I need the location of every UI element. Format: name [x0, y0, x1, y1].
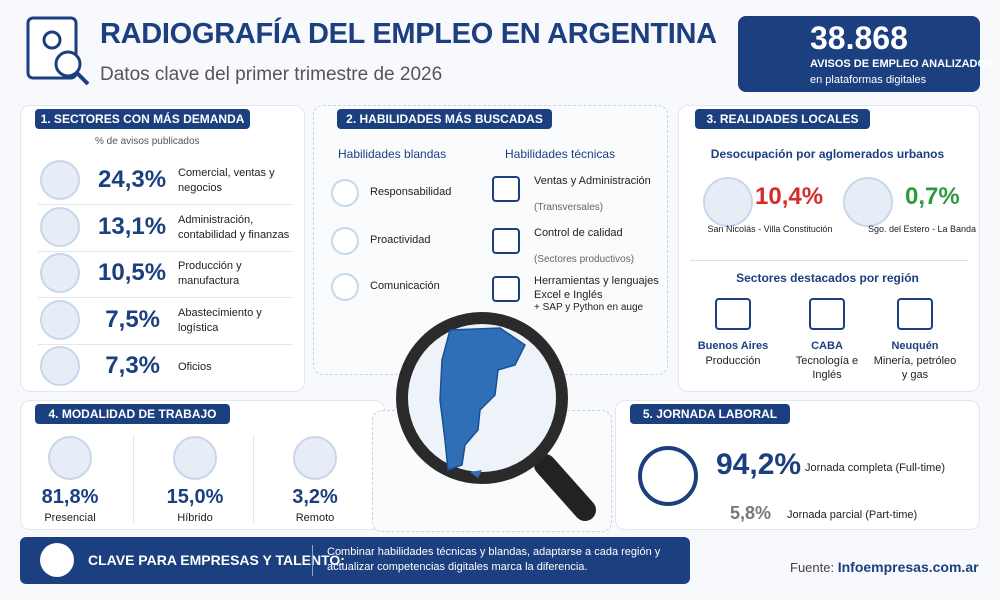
modality-label: Presencial — [44, 512, 96, 524]
schedule-value: 5,8% — [730, 503, 772, 523]
tech-icon — [492, 276, 520, 302]
icon — [40, 253, 80, 293]
schedule-label: Jornada parcial (Part-time) — [787, 509, 918, 521]
soft-skill: Comunicación — [370, 280, 440, 292]
region-name: Buenos Aires — [697, 340, 769, 352]
source-label: Fuente: — [790, 560, 835, 575]
icon — [703, 177, 753, 227]
region-sector: Producción — [705, 355, 761, 367]
title: RADIOGRAFÍA DEL EMPLEO EN ARGENTINA — [100, 18, 717, 50]
tech-skill: Herramientas y lenguajes Excel e Inglés — [534, 275, 659, 301]
note: % de avisos publicados — [95, 136, 200, 147]
sector-label: Administración, contabilidad y finanzas — [178, 213, 290, 241]
soft-skill: Proactividad — [370, 234, 431, 246]
modality-value: 3,2% — [292, 486, 338, 508]
unemployment-heading: Desocupación por aglomerados urbanos — [710, 147, 945, 161]
section-title: 3. REALIDADES LOCALES — [695, 109, 870, 129]
region-icon — [897, 298, 933, 330]
tech-note: (Transversales) — [534, 202, 604, 213]
sector-value: 10,5% — [98, 259, 167, 286]
icon — [331, 273, 359, 301]
icon — [40, 299, 80, 340]
region-name: CABA — [811, 340, 843, 352]
stat-value: 38.868 — [810, 20, 908, 56]
key-text: Combinar habilidades técnicas y blandas,… — [327, 546, 661, 573]
source: Fuente: Infoempresas.com.ar — [790, 559, 979, 575]
sector-value: 24,3% — [98, 166, 167, 193]
soft-heading: Habilidades blandas — [338, 147, 447, 161]
bulb-icon — [40, 543, 74, 577]
icon — [40, 346, 80, 386]
source-link: Infoempresas.com.ar — [837, 559, 979, 575]
region-icon — [715, 298, 751, 330]
sector-value: 13,1% — [98, 212, 167, 240]
tech-heading: Habilidades técnicas — [505, 147, 616, 161]
section-title: 2. HABILIDADES MÁS BUSCADAS — [337, 109, 552, 129]
region-name: Neuquén — [891, 340, 939, 352]
modality-label: Híbrido — [177, 512, 213, 524]
divider — [690, 260, 968, 261]
section-title: 5. JORNADA LABORAL — [630, 404, 790, 424]
key-bar — [20, 537, 690, 584]
icon — [40, 160, 80, 200]
sector-label: Oficios — [178, 361, 212, 373]
sector-label: Comercial, ventas y negocios — [178, 167, 275, 194]
tech-skill: Control de calidad — [534, 227, 623, 239]
region-icon — [809, 298, 845, 330]
icon — [331, 179, 359, 207]
region-sector: Tecnología e Inglés — [795, 355, 859, 381]
icon — [843, 177, 893, 227]
subtitle: Datos clave del primer trimestre de 2026 — [100, 64, 443, 85]
divider — [312, 545, 313, 576]
tech-icon — [492, 228, 520, 254]
row-divider — [38, 204, 293, 205]
icon — [331, 227, 359, 255]
sector-value: 7,3% — [105, 352, 160, 379]
unemployment-place: San Nicolás - Villa Constitución — [707, 224, 833, 234]
tech-icon — [492, 176, 520, 202]
row-divider — [38, 297, 293, 298]
soft-skill: Responsabilidad — [370, 186, 452, 198]
regions-heading: Sectores destacados por región — [736, 271, 919, 285]
schedule-label: Jornada completa (Full-time) — [805, 462, 945, 474]
row-divider — [38, 250, 293, 252]
key-title: CLAVE PARA EMPRESAS Y TALENTO: — [88, 552, 345, 568]
icon — [48, 436, 92, 480]
modality-label: Remoto — [295, 512, 335, 524]
unemployment-value: 0,7% — [905, 183, 960, 210]
clock-icon — [638, 446, 698, 506]
stat-label: AVISOS DE EMPLEO ANALIZADOS — [810, 58, 994, 70]
tech-note: (Sectores productivos) — [534, 254, 635, 265]
modality-value: 81,8% — [41, 486, 99, 508]
section-title: 1. SECTORES CON MÁS DEMANDA — [35, 109, 250, 129]
region-sector: Minería, petróleo y gas — [873, 355, 957, 381]
stat-box — [738, 16, 980, 92]
col-divider — [133, 435, 134, 523]
col-divider — [253, 435, 254, 523]
icon — [40, 206, 80, 247]
sector-label: Producción y manufactura — [178, 260, 242, 287]
icon — [173, 436, 217, 480]
unemployment-value: 10,4% — [755, 183, 824, 210]
tech-skill: Ventas y Administración — [534, 175, 651, 187]
stat-sublabel: en plataformas digitales — [810, 74, 927, 86]
modality-value: 15,0% — [166, 486, 224, 508]
unemployment-place: Sgo. del Estero - La Banda — [867, 224, 977, 234]
tech-note: + SAP y Python en auge — [534, 302, 644, 313]
row-divider — [38, 343, 293, 345]
section-title: 4. MODALIDAD DE TRABAJO — [35, 404, 230, 424]
sector-value: 7,5% — [105, 305, 160, 333]
schedule-value: 94,2% — [716, 448, 802, 481]
sector-label: Abastecimiento y logística — [178, 306, 262, 334]
icon — [293, 436, 337, 480]
local-panel — [678, 105, 980, 392]
